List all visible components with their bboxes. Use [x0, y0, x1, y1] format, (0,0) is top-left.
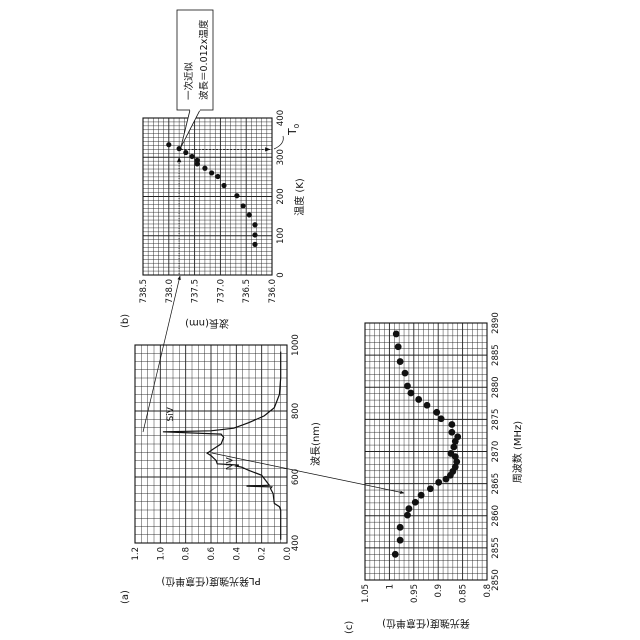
data-point [433, 409, 440, 416]
data-point [447, 450, 454, 457]
y-tick-label: 736.0 [268, 279, 278, 303]
panel-label-c: (c) [344, 621, 355, 634]
data-point [189, 154, 194, 159]
data-point [435, 479, 442, 486]
data-point [195, 161, 200, 166]
y-tick-label: 0.2 [258, 547, 268, 561]
y-tick-label: 1 [385, 584, 395, 589]
x-tick-label: 2860 [491, 505, 501, 527]
x-tick-label: 0 [276, 272, 286, 277]
data-point [404, 512, 411, 519]
data-point [427, 485, 434, 492]
chart-c-xlabel: 周波数 (MHz) [511, 421, 524, 483]
data-point [412, 499, 419, 506]
y-tick-label: 0.9 [434, 584, 444, 598]
chart-b-ylabel: 波長(nm) [185, 317, 229, 330]
y-tick-label: 0.4 [232, 547, 242, 561]
callout-line1: 一次近似 [183, 61, 195, 100]
y-tick-label: 0.0 [283, 547, 293, 561]
callout-line2: 波長＝0.012x温度 [198, 19, 210, 100]
data-point [448, 421, 455, 428]
peak-label-siv: SiV [166, 406, 176, 421]
x-tick-label: 100 [276, 228, 286, 244]
data-point [202, 166, 207, 171]
data-point [415, 396, 422, 403]
data-point [247, 212, 252, 217]
y-tick-label: 736.5 [242, 279, 252, 303]
peak-label-nv: NV [226, 457, 236, 471]
data-point [183, 150, 188, 155]
x-tick-label: 2885 [491, 344, 501, 366]
data-point [418, 492, 425, 499]
chart-c-ylabel: 発光強度(任意単位) [382, 617, 470, 630]
data-point [397, 524, 404, 531]
y-tick-label: 0.6 [207, 547, 217, 561]
chart-b-xlabel: 温度 (K) [293, 178, 306, 216]
data-point [234, 193, 239, 198]
panel-label-b: (b) [120, 314, 131, 328]
data-point [252, 232, 257, 237]
data-point [407, 390, 414, 397]
x-tick-label: 2880 [491, 376, 501, 398]
y-tick-label: 0.95 [410, 584, 420, 603]
chart-a-xlabel: 波長(nm) [309, 422, 322, 466]
data-point [454, 433, 461, 440]
x-tick-label: 2870 [491, 441, 501, 463]
patent-figure: 40060080010000.00.20.40.60.81.01.2NVSiV … [0, 0, 640, 640]
data-point [209, 170, 214, 175]
data-point [252, 222, 257, 227]
data-point [406, 505, 413, 512]
y-tick-label: 0.8 [182, 547, 192, 561]
y-tick-label: 738.0 [165, 279, 175, 303]
data-point [402, 370, 409, 377]
data-point [404, 383, 411, 390]
x-tick-label: 800 [291, 403, 301, 419]
x-tick-label: 400 [276, 110, 286, 126]
data-point [438, 415, 445, 422]
y-tick-label: 0.8 [483, 584, 493, 598]
x-tick-label: 1000 [291, 334, 301, 356]
y-tick-label: 1.0 [156, 547, 166, 561]
data-point [448, 429, 455, 436]
x-tick-label: 300 [276, 149, 286, 165]
x-tick-label: 2890 [491, 312, 501, 334]
y-tick-label: 738.5 [139, 279, 149, 303]
x-tick-label: 2865 [491, 473, 501, 495]
data-point [450, 444, 457, 451]
x-tick-label: 2855 [491, 537, 501, 559]
data-point [397, 537, 404, 544]
data-point [392, 551, 399, 558]
x-tick-label: 200 [276, 188, 286, 204]
y-tick-label: 737.5 [191, 279, 201, 303]
y-tick-label: 1.2 [131, 547, 141, 561]
y-tick-label: 1.05 [361, 584, 371, 603]
x-tick-label: 2875 [491, 409, 501, 431]
data-point [215, 174, 220, 179]
data-point [395, 343, 402, 350]
data-point [241, 203, 246, 208]
data-point [166, 142, 171, 147]
y-tick-label: 737.0 [216, 279, 226, 303]
data-point [424, 402, 431, 409]
data-point [252, 242, 257, 247]
y-tick-label: 0.85 [459, 584, 469, 603]
data-point [393, 331, 400, 338]
data-point [397, 358, 404, 365]
data-point [221, 183, 226, 188]
panel-label-a: (a) [120, 590, 131, 604]
chart-a-ylabel: PL発光強度(任意単位) [161, 575, 261, 588]
